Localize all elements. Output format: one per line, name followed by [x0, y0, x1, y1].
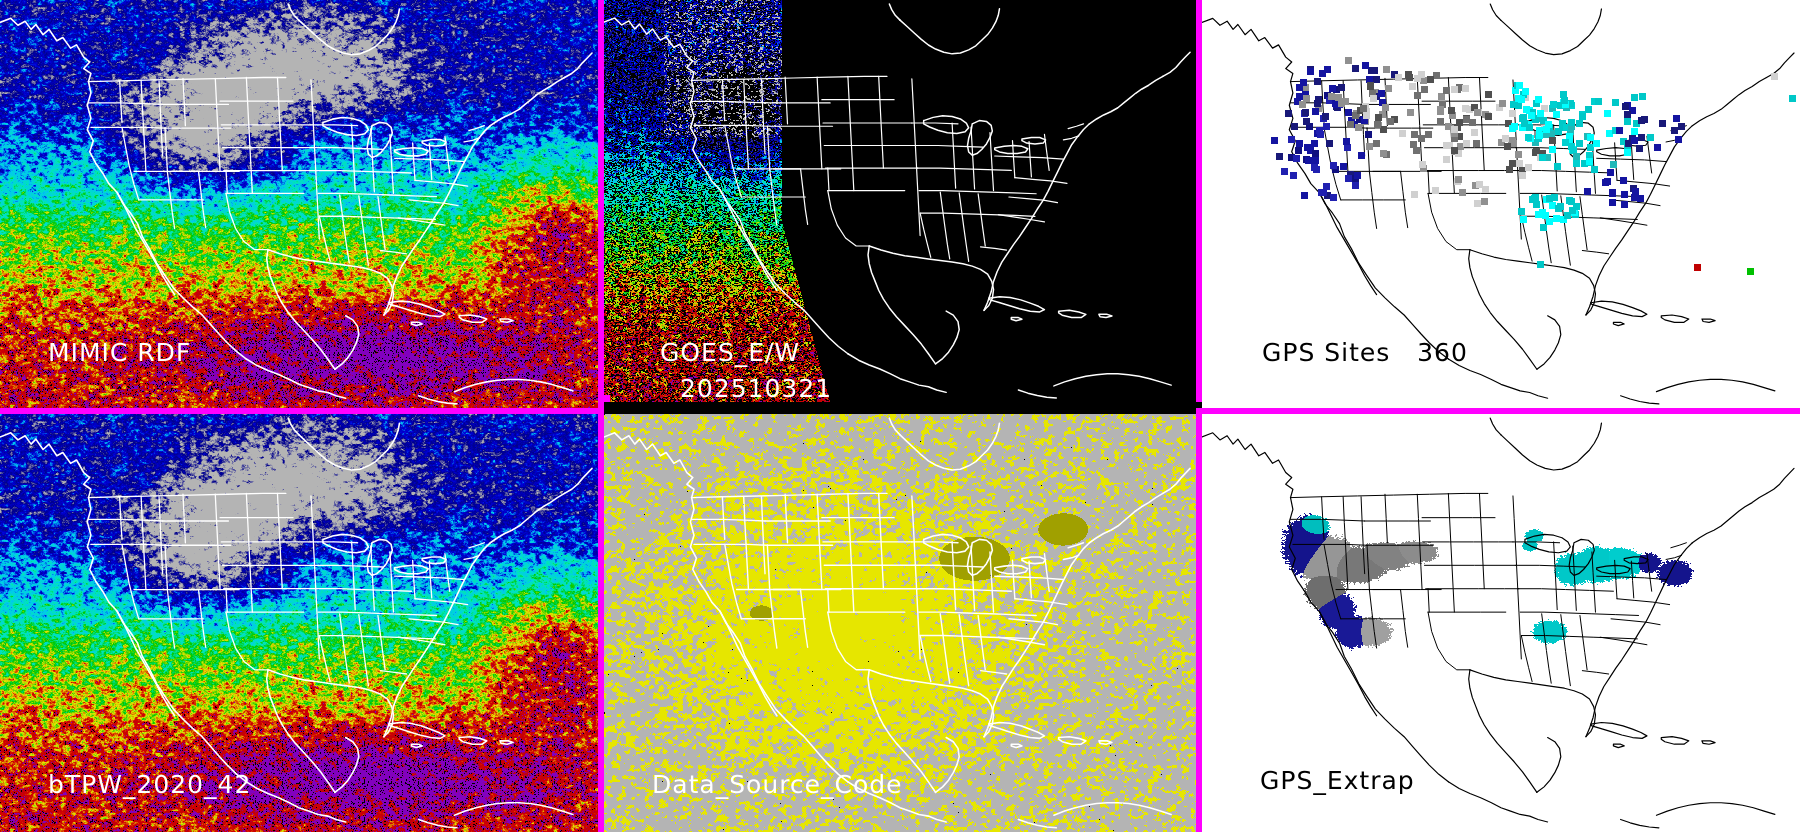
panel-gps-sites[interactable] — [1202, 0, 1800, 408]
panel-data-source-code[interactable] — [604, 414, 1196, 832]
data-source-code-map-canvas — [604, 414, 1196, 832]
divider-horizontal-left — [0, 408, 604, 414]
panel-gps-extrap[interactable] — [1202, 414, 1800, 832]
panel-goes-ew[interactable] — [604, 0, 1196, 402]
divider-vertical-right-top — [1196, 0, 1202, 402]
divider-goes-stub — [598, 395, 610, 402]
btpw-map-canvas — [0, 414, 598, 832]
goes-timestamp-strip — [604, 402, 1196, 408]
goes-ew-map-canvas — [604, 0, 1196, 402]
divider-horizontal-center — [598, 408, 604, 414]
panel-mimic-rdf[interactable] — [0, 0, 598, 408]
gps-extrap-map-canvas — [1202, 414, 1800, 832]
divider-vertical-left-top — [598, 0, 604, 408]
divider-vertical-right-bottom — [1196, 414, 1202, 832]
divider-horizontal-right — [1196, 408, 1800, 414]
mimic-rdf-map-canvas — [0, 0, 598, 408]
gps-sites-map-canvas — [1202, 0, 1800, 408]
divider-vertical-left-bottom — [598, 414, 604, 832]
panel-btpw[interactable] — [0, 414, 598, 832]
